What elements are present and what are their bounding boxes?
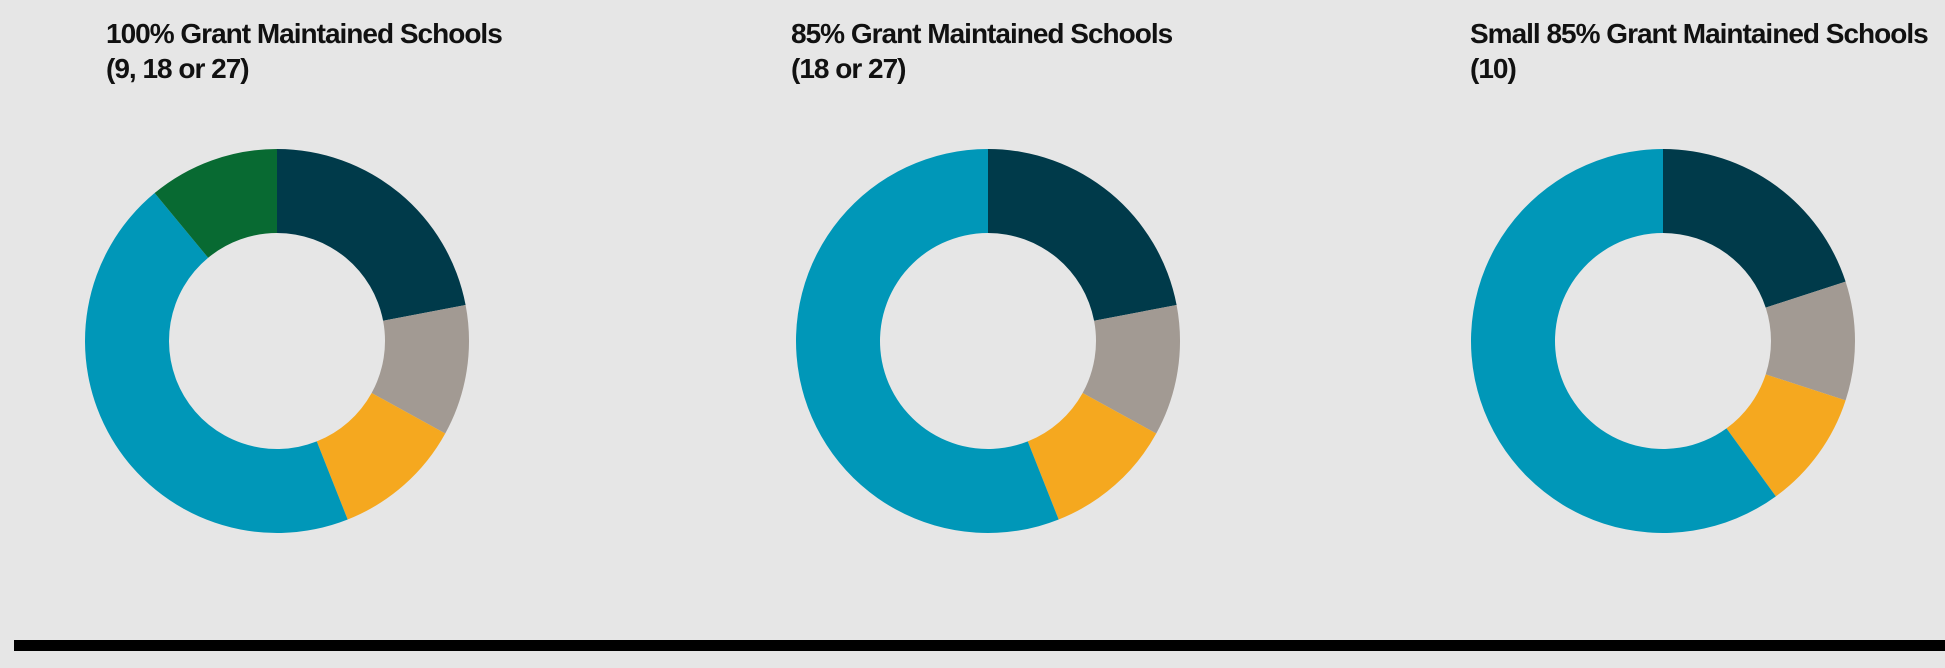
bottom-divider [14, 640, 1945, 651]
donut-slice [371, 305, 469, 434]
donut-slice [1663, 149, 1846, 308]
donut-chart-1 [85, 149, 469, 533]
chart-title-line2: (10) [1470, 53, 1517, 84]
donut-chart-3 [1470, 149, 1856, 534]
chart-title-line2: (18 or 27) [791, 53, 907, 84]
donut-chart-2 [796, 149, 1180, 533]
chart-title-line1: 85% Grant Maintained Schools [791, 18, 1173, 49]
donut-slice [1470, 149, 1776, 534]
donut-slice [277, 149, 466, 321]
donut-slice [1765, 281, 1856, 401]
donut-slice [1082, 305, 1180, 434]
chart-title-85-percent: 85% Grant Maintained Schools (18 or 27) [791, 16, 1173, 86]
donut-slice [988, 149, 1177, 321]
chart-title-line2: (9, 18 or 27) [106, 53, 250, 84]
chart-title-100-percent: 100% Grant Maintained Schools (9, 18 or … [106, 16, 503, 86]
donut-slice [1726, 374, 1846, 497]
chart-title-small-85-percent: Small 85% Grant Maintained Schools (10) [1470, 16, 1929, 86]
donut-slice [796, 149, 1059, 533]
donut-slice [316, 393, 446, 520]
chart-title-line1: 100% Grant Maintained Schools [106, 18, 503, 49]
chart-title-line1: Small 85% Grant Maintained Schools [1470, 18, 1929, 49]
donut-slice [85, 193, 348, 533]
donut-slice [154, 149, 277, 258]
donut-slice [1027, 393, 1157, 520]
